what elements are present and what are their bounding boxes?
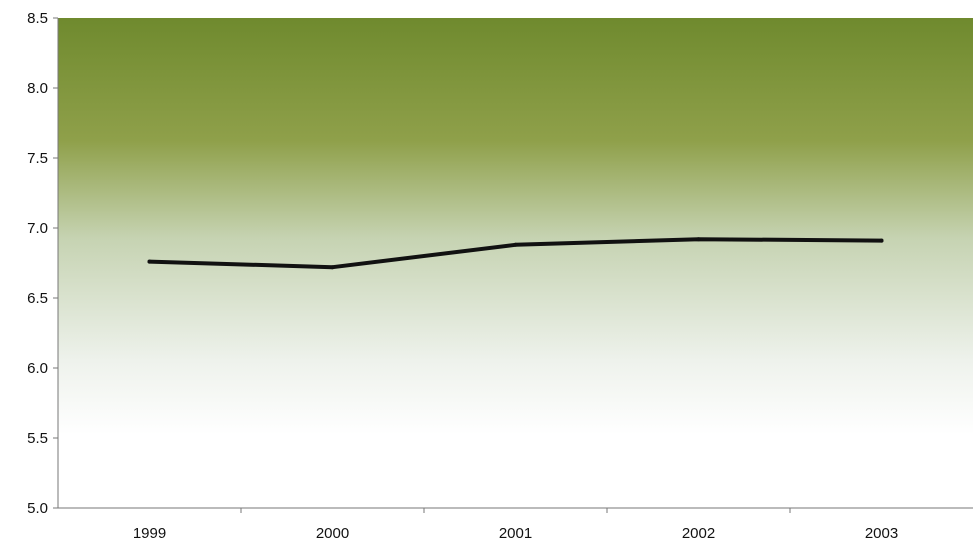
y-tick-label: 8.5 (27, 10, 48, 27)
x-tick-label: 2001 (499, 525, 532, 542)
data-point (696, 237, 701, 242)
y-tick-label: 7.5 (27, 150, 48, 167)
y-tick-label: 8.0 (27, 80, 48, 97)
x-tick-label: 2003 (865, 525, 898, 542)
data-point (330, 265, 335, 270)
x-tick-label: 1999 (133, 525, 166, 542)
y-tick-label: 7.0 (27, 220, 48, 237)
y-tick-label: 6.5 (27, 290, 48, 307)
y-tick-label: 5.5 (27, 430, 48, 447)
y-tick-label: 6.0 (27, 360, 48, 377)
data-point (513, 242, 518, 247)
data-point (879, 238, 884, 243)
y-axis: 5.0 5.5 6.0 6.5 7.0 7.5 8.0 8.5 (27, 10, 59, 517)
x-axis: 1999 2000 2001 2002 2003 (58, 507, 973, 542)
x-tick-label: 2000 (316, 525, 349, 542)
series-group (147, 237, 884, 270)
x-tick-label: 2002 (682, 525, 715, 542)
y-tick-label: 5.0 (27, 500, 48, 517)
data-point (147, 259, 152, 264)
